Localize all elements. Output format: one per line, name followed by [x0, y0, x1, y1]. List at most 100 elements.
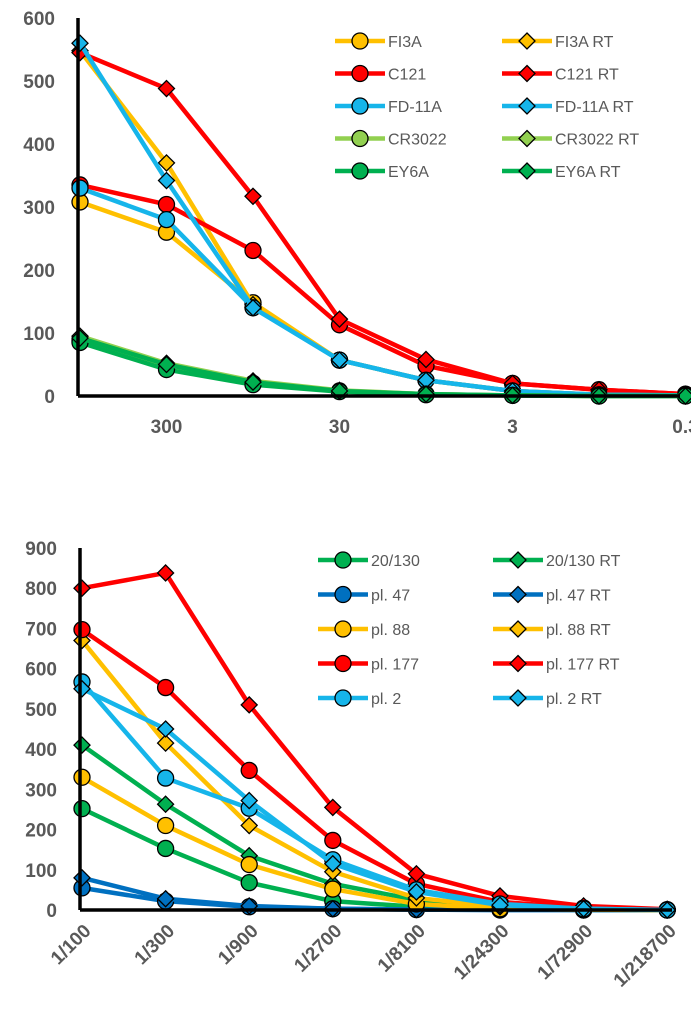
- x-tick-label: 1/900: [214, 921, 262, 969]
- x-tick-label: 1/100: [47, 921, 95, 969]
- legend-marker: [519, 33, 535, 49]
- x-tick-label: 30: [329, 417, 350, 438]
- legend-label: pl. 2 RT: [546, 691, 602, 708]
- legend-label: pl. 2: [371, 691, 401, 708]
- legend-marker: [510, 552, 526, 568]
- x-tick-label: 1/2700: [290, 921, 346, 977]
- data-point: [325, 832, 341, 848]
- data-point: [158, 680, 174, 696]
- x-tick-label: 1/8100: [374, 921, 430, 977]
- data-point: [241, 762, 257, 778]
- legend-marker: [352, 163, 368, 179]
- legend-item-pl-2: pl. 2: [318, 690, 401, 708]
- legend-item-20-130: 20/130: [318, 552, 420, 570]
- data-point: [241, 875, 257, 891]
- legend-marker: [510, 587, 526, 603]
- legend-marker: [335, 690, 351, 706]
- legend-item-pl-47-rt: pl. 47 RT: [493, 587, 611, 605]
- legend-marker: [510, 621, 526, 637]
- y-tick-label: 600: [23, 9, 55, 30]
- legend-label: FI3A RT: [555, 34, 614, 51]
- legend-label: FI3A: [388, 34, 422, 51]
- y-tick-label: 400: [25, 740, 57, 761]
- data-point: [325, 881, 341, 897]
- legend-item-fi3a: FI3A: [335, 33, 422, 51]
- legend-label: 20/130: [371, 553, 420, 570]
- legend-item-pl-2-rt: pl. 2 RT: [493, 690, 602, 708]
- legend-label: C121: [388, 67, 426, 84]
- legend-item-fi3a-rt: FI3A RT: [502, 33, 614, 51]
- y-tick-label: 300: [25, 780, 57, 801]
- data-point: [74, 622, 90, 638]
- x-tick-label: 1/300: [131, 921, 179, 969]
- y-tick-label: 200: [23, 261, 55, 282]
- y-tick-label: 100: [23, 324, 55, 345]
- legend: FI3A FI3A RT C121 C121 RT FD-11A FD-11A RT CR3…: [335, 33, 639, 181]
- series-pl-2: [74, 674, 675, 918]
- x-tick-label: 3: [507, 417, 518, 438]
- data-point: [158, 770, 174, 786]
- y-tick-label: 500: [23, 72, 55, 93]
- legend-label: 20/130 RT: [546, 553, 621, 570]
- legend-marker: [519, 163, 535, 179]
- data-point: [158, 840, 174, 856]
- legend-item-fd-11a-rt: FD-11A RT: [502, 98, 634, 116]
- legend-item-ey6a-rt: EY6A RT: [502, 163, 621, 181]
- legend-label: pl. 47 RT: [546, 588, 611, 605]
- y-tick-label: 400: [23, 135, 55, 156]
- y-tick-label: 300: [23, 198, 55, 219]
- legend-item-c121-rt: C121 RT: [502, 66, 619, 84]
- legend-label: CR3022 RT: [555, 132, 639, 149]
- legend-item-ey6a: EY6A: [335, 163, 429, 181]
- legend-marker: [352, 131, 368, 147]
- data-point: [72, 180, 88, 196]
- data-point: [74, 769, 90, 785]
- legend-label: FD-11A RT: [555, 99, 634, 116]
- data-point: [74, 801, 90, 817]
- legend-label: EY6A: [388, 164, 429, 181]
- legend-marker: [335, 587, 351, 603]
- legend-item-cr3022-rt: CR3022 RT: [502, 131, 639, 149]
- x-tick-label: 300: [151, 417, 183, 438]
- y-tick-label: 500: [25, 700, 57, 721]
- legend-label: pl. 177 RT: [546, 657, 620, 674]
- legend-marker: [352, 98, 368, 114]
- legend-item-pl-88-rt: pl. 88 RT: [493, 621, 611, 639]
- legend-label: pl. 47: [371, 588, 410, 605]
- x-tick-label: 1/218700: [610, 921, 681, 992]
- x-tick-label: 1/24300: [450, 921, 513, 984]
- data-point: [159, 212, 175, 228]
- legend-label: CR3022: [388, 132, 447, 149]
- top-line-chart: 0 100 200 300 400 500 600 300 30 3 0.3 FI3A FI3A RT C…: [23, 9, 691, 438]
- data-point: [241, 857, 257, 873]
- y-tick-label: 100: [25, 861, 57, 882]
- legend-label: C121 RT: [555, 67, 619, 84]
- legend-label: pl. 177: [371, 657, 419, 674]
- y-tick-label: 800: [25, 579, 57, 600]
- x-tick-label: 0.3: [672, 417, 691, 438]
- legend-marker: [352, 66, 368, 82]
- legend-marker: [335, 656, 351, 672]
- data-point: [159, 196, 175, 212]
- data-point: [245, 242, 261, 258]
- legend-marker: [510, 656, 526, 672]
- legend-marker: [519, 66, 535, 82]
- legend-marker: [352, 33, 368, 49]
- legend-marker: [510, 690, 526, 706]
- data-point: [158, 818, 174, 834]
- legend-item-cr3022: CR3022: [335, 131, 447, 149]
- data-point: [74, 580, 90, 596]
- legend-marker: [335, 552, 351, 568]
- y-tick-label: 700: [25, 619, 57, 640]
- legend-item-20-130-rt: 20/130 RT: [493, 552, 621, 570]
- legend-item-pl-47: pl. 47: [318, 587, 410, 605]
- legend-marker: [519, 98, 535, 114]
- legend-label: pl. 88: [371, 622, 410, 639]
- series-line: [82, 689, 667, 910]
- y-tick-label: 0: [46, 901, 57, 922]
- y-tick-label: 200: [25, 821, 57, 842]
- y-tick-label: 0: [44, 387, 55, 408]
- legend-label: pl. 88 RT: [546, 622, 611, 639]
- legend-label: EY6A RT: [555, 164, 621, 181]
